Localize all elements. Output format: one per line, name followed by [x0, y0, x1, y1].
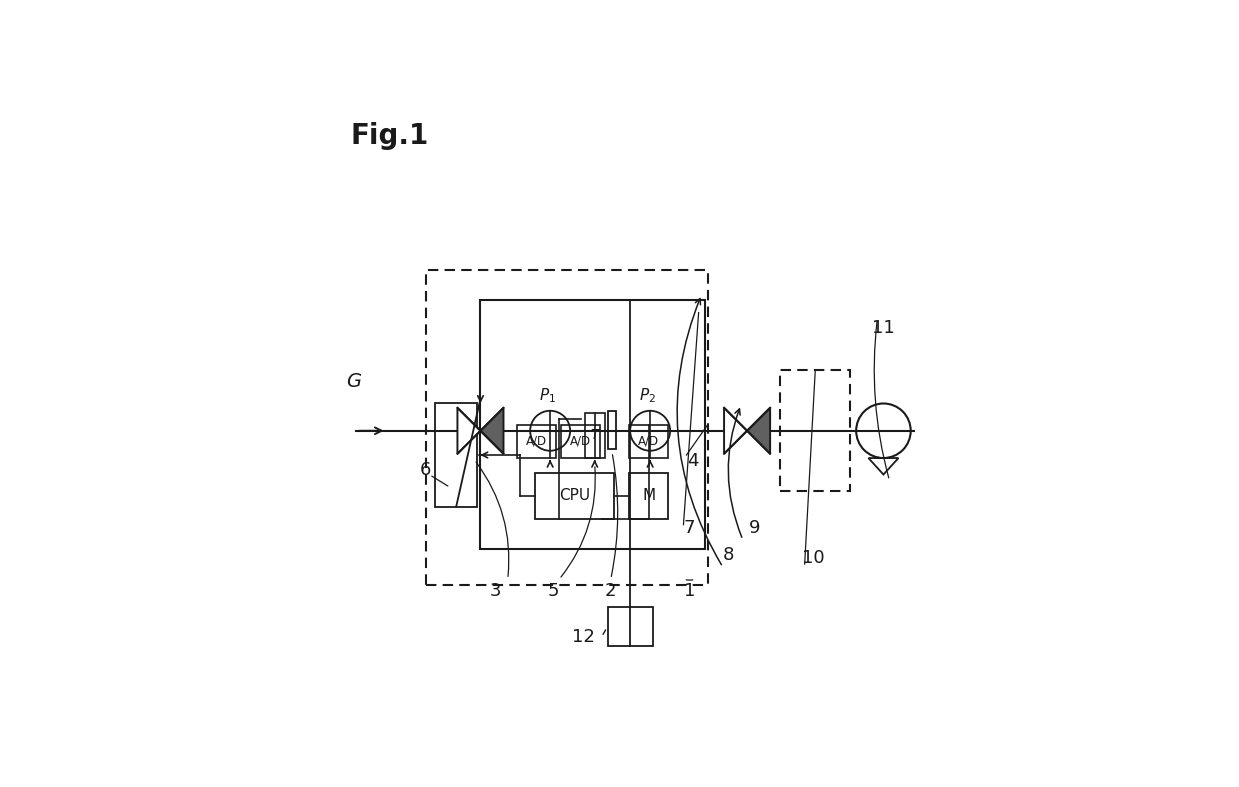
Text: 9: 9	[750, 519, 761, 537]
Text: 4: 4	[686, 452, 699, 470]
Text: 2: 2	[605, 582, 617, 600]
Text: 12: 12	[572, 628, 595, 646]
Text: $P_1$: $P_1$	[539, 386, 555, 405]
Text: $P_2$: $P_2$	[638, 386, 655, 405]
Text: 5: 5	[548, 582, 559, 600]
Text: 11: 11	[872, 319, 895, 337]
Polygon shape	[747, 408, 771, 454]
Text: 10: 10	[803, 549, 825, 567]
Polygon shape	[457, 408, 481, 454]
Text: A/D: A/D	[570, 435, 591, 448]
Polygon shape	[481, 408, 503, 454]
Text: 6: 6	[420, 461, 431, 479]
Text: 8: 8	[724, 546, 735, 564]
Text: M: M	[642, 489, 655, 504]
Text: G: G	[346, 372, 361, 391]
Text: A/D: A/D	[525, 435, 548, 448]
Text: 3: 3	[489, 582, 502, 600]
Text: Fig.1: Fig.1	[351, 122, 429, 150]
Polygon shape	[724, 408, 747, 454]
Text: 1: 1	[684, 582, 695, 600]
Text: T: T	[591, 428, 598, 442]
Text: 7: 7	[684, 519, 695, 537]
Text: A/D: A/D	[638, 435, 659, 448]
Text: CPU: CPU	[559, 489, 590, 504]
